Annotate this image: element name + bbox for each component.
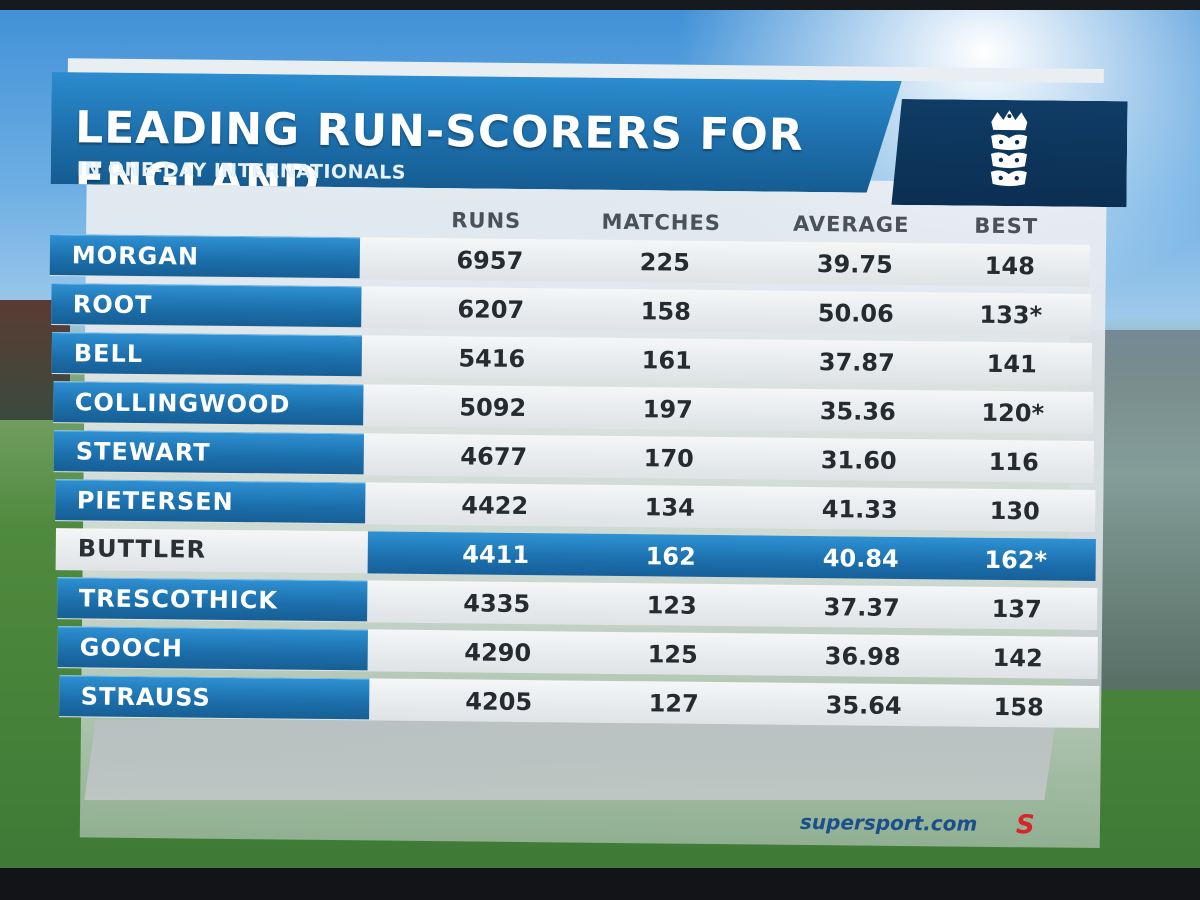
player-name: COLLINGWOOD [74,388,291,419]
player-name-tab: GOOCH [57,626,368,671]
cell-average: 41.33 [821,495,898,524]
cell-average: 50.06 [817,299,894,328]
player-name-tab: STRAUSS [58,675,369,720]
player-name: TRESCOTHICK [78,584,279,615]
player-name-tab: TRESCOTHICK [56,577,367,622]
player-name: BELL [73,339,144,369]
cell-average: 37.37 [823,593,900,622]
graphic-subtitle: IN ONE-DAY INTERNATIONALS [76,158,407,184]
player-name-tab: ROOT [50,283,362,328]
cell-runs: 5416 [458,344,526,374]
watermark: supersport.com [799,809,978,836]
england-cricket-crest-icon [987,108,1032,198]
player-name-tab: MORGAN [49,234,361,279]
cell-runs: 4205 [465,687,533,717]
column-header-average: AVERAGE [792,211,910,238]
cell-best: 162* [984,545,1048,575]
player-name: MORGAN [71,241,200,271]
cell-best: 148 [984,251,1036,281]
crest-panel [891,99,1127,207]
player-name: ROOT [72,290,153,320]
cell-average: 31.60 [820,446,897,475]
cell-best: 158 [993,692,1044,722]
cell-matches: 127 [648,689,699,718]
cell-runs: 4422 [461,491,529,521]
player-name-tab: BELL [51,332,363,377]
cell-matches: 170 [643,444,694,473]
cell-best: 120* [981,398,1045,428]
cell-average: 35.64 [825,691,902,720]
title-bar: LEADING RUN-SCORERS FOR ENGLAND IN ONE-D… [51,72,902,193]
cell-best: 142 [992,643,1043,673]
cell-runs: 4335 [463,589,531,619]
player-name: BUTTLER [77,534,207,564]
player-name: STRAUSS [80,682,211,712]
cell-average: 35.36 [819,397,896,426]
player-name: STEWART [75,437,211,467]
cell-matches: 158 [640,297,692,326]
cell-matches: 125 [647,640,698,669]
cell-best: 133* [979,300,1043,330]
cell-runs: 4411 [462,540,530,570]
cell-runs: 4290 [464,638,532,668]
cell-runs: 4677 [460,442,528,472]
cell-runs: 5092 [459,393,527,423]
tv-screen: LEADING RUN-SCORERS FOR ENGLAND IN ONE-D… [0,0,1200,880]
supersport-logo: S [1015,810,1035,841]
player-name-tab: COLLINGWOOD [52,381,364,426]
column-header-matches: MATCHES [601,209,722,236]
player-name-tab: PIETERSEN [54,479,366,524]
cell-matches: 134 [644,493,695,522]
column-header-runs: RUNS [451,208,522,233]
cell-average: 39.75 [816,250,893,279]
cell-best: 116 [988,447,1039,477]
cell-matches: 161 [641,346,692,375]
cell-best: 137 [991,594,1042,624]
player-name-tab: STEWART [53,430,365,475]
cell-average: 37.87 [818,348,895,377]
cell-matches: 162 [645,542,696,571]
player-name: PIETERSEN [76,486,234,516]
cell-matches: 123 [646,591,697,620]
cell-average: 40.84 [822,544,899,573]
tv-bezel-top [0,0,1200,10]
cell-average: 36.98 [824,642,901,671]
stats-graphic: LEADING RUN-SCORERS FOR ENGLAND IN ONE-D… [40,52,1130,853]
player-name-tab: BUTTLER [56,528,366,571]
cell-runs: 6207 [457,295,525,325]
player-name: GOOCH [79,633,184,663]
column-header-best: BEST [974,213,1039,239]
tv-bezel-bottom [0,868,1200,900]
cell-matches: 225 [639,248,691,277]
cell-best: 130 [989,496,1040,526]
cell-matches: 197 [642,395,693,424]
cell-best: 141 [986,349,1037,379]
cell-runs: 6957 [456,246,524,275]
